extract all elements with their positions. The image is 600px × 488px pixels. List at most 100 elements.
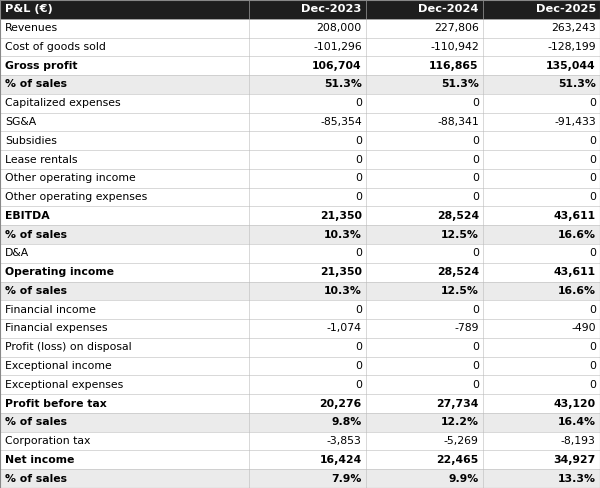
Text: 0: 0 bbox=[589, 305, 596, 315]
Text: 9.8%: 9.8% bbox=[332, 417, 362, 427]
Text: D&A: D&A bbox=[5, 248, 29, 258]
Text: 12.5%: 12.5% bbox=[441, 230, 479, 240]
Text: 0: 0 bbox=[589, 361, 596, 371]
Bar bbox=[0, 169, 600, 188]
Text: -110,942: -110,942 bbox=[430, 42, 479, 52]
Text: -5,269: -5,269 bbox=[444, 436, 479, 446]
Bar bbox=[0, 131, 600, 150]
Text: Financial expenses: Financial expenses bbox=[5, 324, 107, 333]
Bar bbox=[0, 432, 600, 450]
Text: EBITDA: EBITDA bbox=[5, 211, 49, 221]
Text: 28,524: 28,524 bbox=[437, 211, 479, 221]
Bar bbox=[0, 282, 600, 300]
Bar bbox=[0, 244, 600, 263]
Text: 0: 0 bbox=[355, 136, 362, 146]
Text: -88,341: -88,341 bbox=[437, 117, 479, 127]
Text: 0: 0 bbox=[355, 342, 362, 352]
Text: 0: 0 bbox=[589, 342, 596, 352]
Text: Other operating expenses: Other operating expenses bbox=[5, 192, 147, 202]
Text: 0: 0 bbox=[589, 192, 596, 202]
Text: 16.6%: 16.6% bbox=[558, 286, 596, 296]
Text: Gross profit: Gross profit bbox=[5, 61, 77, 71]
Text: 0: 0 bbox=[355, 361, 362, 371]
Text: 0: 0 bbox=[355, 192, 362, 202]
Bar bbox=[0, 206, 600, 225]
Text: 9.9%: 9.9% bbox=[449, 474, 479, 484]
Text: 0: 0 bbox=[472, 305, 479, 315]
Bar bbox=[0, 375, 600, 394]
Bar bbox=[0, 338, 600, 357]
Text: 21,350: 21,350 bbox=[320, 211, 362, 221]
Text: 16,424: 16,424 bbox=[320, 455, 362, 465]
Text: 0: 0 bbox=[472, 173, 479, 183]
Text: 0: 0 bbox=[472, 155, 479, 164]
Text: Operating income: Operating income bbox=[5, 267, 114, 277]
Text: Exceptional expenses: Exceptional expenses bbox=[5, 380, 123, 390]
Text: 10.3%: 10.3% bbox=[324, 286, 362, 296]
Text: Lease rentals: Lease rentals bbox=[5, 155, 77, 164]
Text: Dec-2025: Dec-2025 bbox=[536, 4, 596, 14]
Text: -101,296: -101,296 bbox=[313, 42, 362, 52]
Text: 10.3%: 10.3% bbox=[324, 230, 362, 240]
Text: 13.3%: 13.3% bbox=[558, 474, 596, 484]
Bar bbox=[0, 413, 600, 432]
Text: 43,120: 43,120 bbox=[554, 399, 596, 408]
Bar bbox=[0, 0, 600, 19]
Text: 0: 0 bbox=[472, 136, 479, 146]
Text: 43,611: 43,611 bbox=[554, 267, 596, 277]
Text: 0: 0 bbox=[472, 248, 479, 258]
Text: 0: 0 bbox=[472, 361, 479, 371]
Text: SG&A: SG&A bbox=[5, 117, 36, 127]
Text: 208,000: 208,000 bbox=[317, 23, 362, 33]
Bar bbox=[0, 188, 600, 206]
Text: Revenues: Revenues bbox=[5, 23, 58, 33]
Text: -3,853: -3,853 bbox=[327, 436, 362, 446]
Text: 0: 0 bbox=[589, 155, 596, 164]
Bar bbox=[0, 300, 600, 319]
Text: -85,354: -85,354 bbox=[320, 117, 362, 127]
Text: 106,704: 106,704 bbox=[312, 61, 362, 71]
Text: 21,350: 21,350 bbox=[320, 267, 362, 277]
Text: -128,199: -128,199 bbox=[547, 42, 596, 52]
Bar bbox=[0, 225, 600, 244]
Text: 20,276: 20,276 bbox=[320, 399, 362, 408]
Text: % of sales: % of sales bbox=[5, 286, 67, 296]
Text: 263,243: 263,243 bbox=[551, 23, 596, 33]
Bar bbox=[0, 38, 600, 56]
Text: -490: -490 bbox=[571, 324, 596, 333]
Text: Cost of goods sold: Cost of goods sold bbox=[5, 42, 106, 52]
Text: % of sales: % of sales bbox=[5, 474, 67, 484]
Text: 51.3%: 51.3% bbox=[441, 80, 479, 89]
Bar bbox=[0, 394, 600, 413]
Text: -1,074: -1,074 bbox=[327, 324, 362, 333]
Text: % of sales: % of sales bbox=[5, 417, 67, 427]
Text: Corporation tax: Corporation tax bbox=[5, 436, 90, 446]
Text: 0: 0 bbox=[589, 248, 596, 258]
Text: 16.4%: 16.4% bbox=[558, 417, 596, 427]
Text: 28,524: 28,524 bbox=[437, 267, 479, 277]
Text: Profit (loss) on disposal: Profit (loss) on disposal bbox=[5, 342, 131, 352]
Text: Dec-2023: Dec-2023 bbox=[301, 4, 362, 14]
Text: 7.9%: 7.9% bbox=[331, 474, 362, 484]
Text: 0: 0 bbox=[355, 173, 362, 183]
Bar bbox=[0, 469, 600, 488]
Text: 34,927: 34,927 bbox=[554, 455, 596, 465]
Text: 0: 0 bbox=[355, 305, 362, 315]
Text: 0: 0 bbox=[472, 98, 479, 108]
Text: % of sales: % of sales bbox=[5, 230, 67, 240]
Text: 51.3%: 51.3% bbox=[558, 80, 596, 89]
Text: 0: 0 bbox=[472, 380, 479, 390]
Text: Subsidies: Subsidies bbox=[5, 136, 56, 146]
Text: 227,806: 227,806 bbox=[434, 23, 479, 33]
Text: 0: 0 bbox=[472, 342, 479, 352]
Text: 43,611: 43,611 bbox=[554, 211, 596, 221]
Bar bbox=[0, 75, 600, 94]
Text: 0: 0 bbox=[355, 98, 362, 108]
Bar bbox=[0, 357, 600, 375]
Text: -8,193: -8,193 bbox=[561, 436, 596, 446]
Text: 22,465: 22,465 bbox=[437, 455, 479, 465]
Text: 0: 0 bbox=[472, 192, 479, 202]
Text: 116,865: 116,865 bbox=[430, 61, 479, 71]
Text: 0: 0 bbox=[589, 173, 596, 183]
Text: 135,044: 135,044 bbox=[546, 61, 596, 71]
